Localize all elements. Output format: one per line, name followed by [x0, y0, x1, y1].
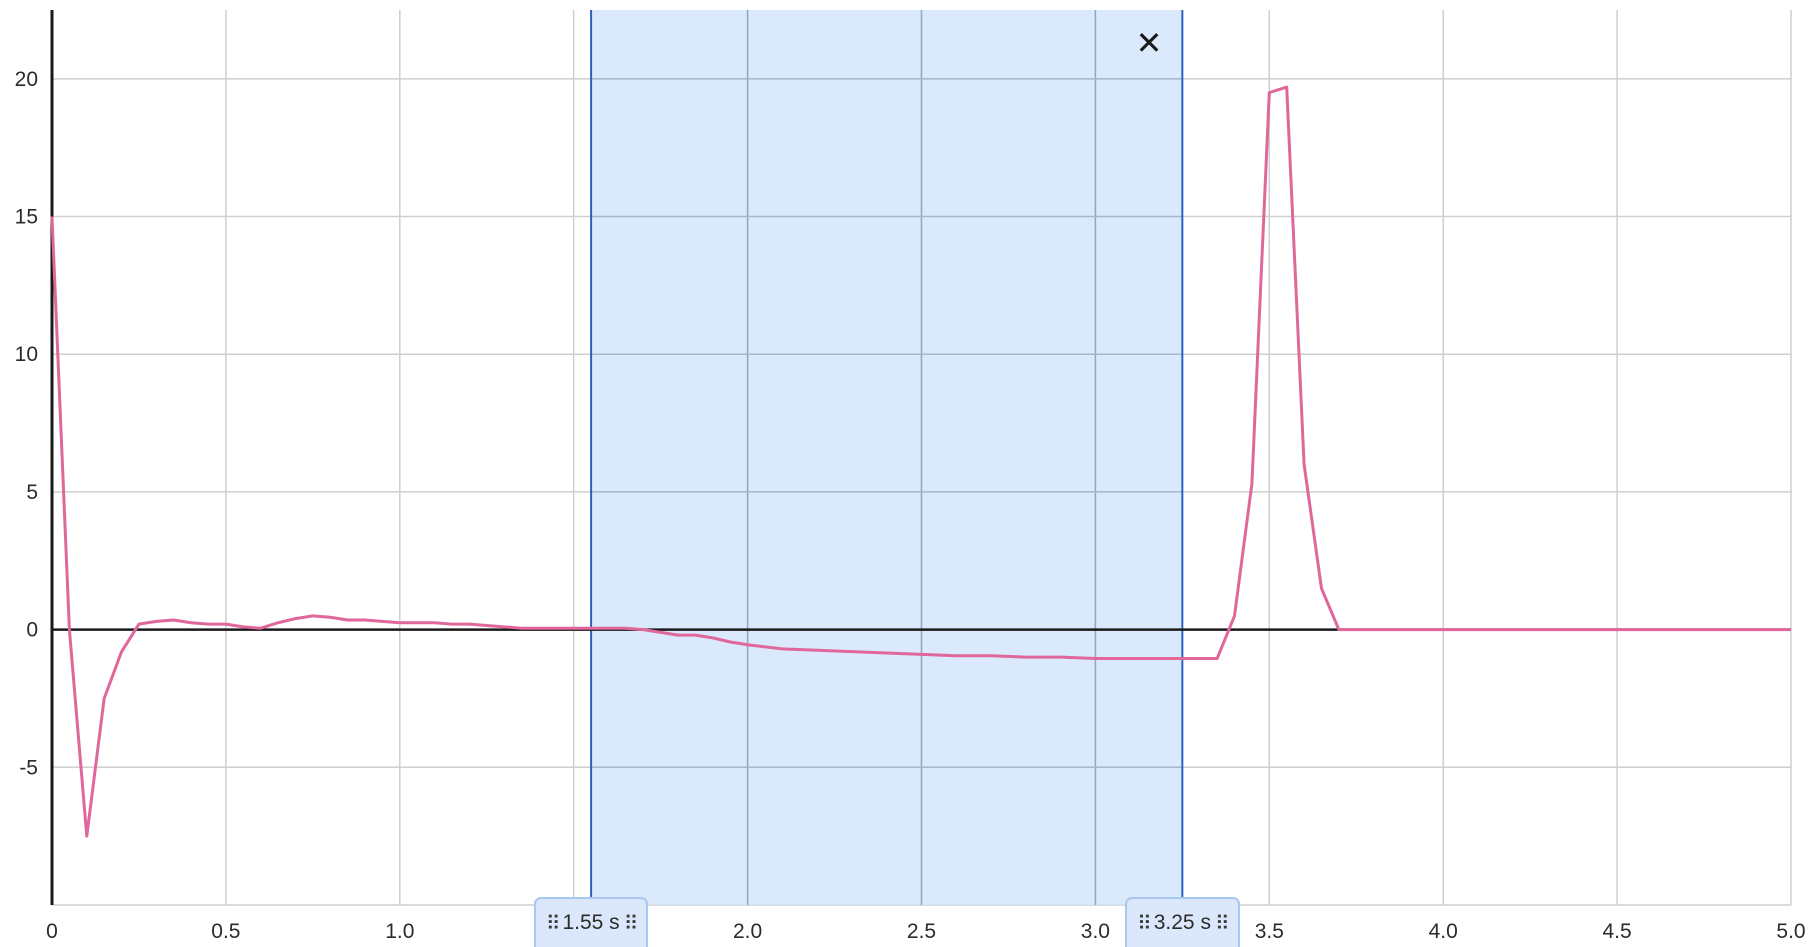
y-tick-label: 20 [15, 68, 38, 91]
x-tick-label: 3.5 [1255, 920, 1284, 943]
x-tick-label: 0 [46, 920, 58, 943]
selection-end-handle[interactable]: ⠿ 3.25 s ⠿ [1125, 897, 1240, 947]
series-line [50, 85, 1791, 838]
x-tick-label: 5.0 [1776, 920, 1805, 943]
x-tick-label: 0.5 [211, 920, 240, 943]
close-icon: ✕ [1135, 24, 1163, 62]
grip-icon: ⠿ [545, 912, 561, 935]
x-tick-label: 2.0 [733, 920, 762, 943]
tick-label-layer: 00.51.01.52.02.53.03.54.04.55.0-50510152… [15, 68, 1806, 943]
selection-end-label: 3.25 s [1153, 911, 1211, 934]
close-selection-button[interactable]: ✕ [1130, 24, 1168, 62]
y-tick-label: 0 [26, 619, 38, 642]
x-tick-label: 1.0 [385, 920, 414, 943]
y-tick-label: -5 [19, 756, 38, 779]
x-tick-label: 3.0 [1081, 920, 1110, 943]
selection-region [591, 10, 1183, 905]
series-layer [50, 85, 1791, 838]
selection-start-handle[interactable]: ⠿ 1.55 s ⠿ [533, 897, 649, 947]
grip-icon: ⠿ [1137, 912, 1152, 935]
y-tick-label: 10 [15, 343, 38, 366]
y-tick-label: 5 [26, 481, 38, 504]
selection-layer [590, 10, 1184, 905]
grip-icon: ⠿ [623, 912, 639, 935]
y-tick-label: 15 [15, 206, 38, 229]
x-tick-label: 4.5 [1602, 920, 1631, 943]
x-tick-label: 2.5 [907, 920, 936, 943]
grip-icon: ⠿ [1214, 912, 1230, 935]
x-tick-label: 4.0 [1429, 920, 1458, 943]
selection-start-label: 1.55 s [562, 911, 620, 934]
